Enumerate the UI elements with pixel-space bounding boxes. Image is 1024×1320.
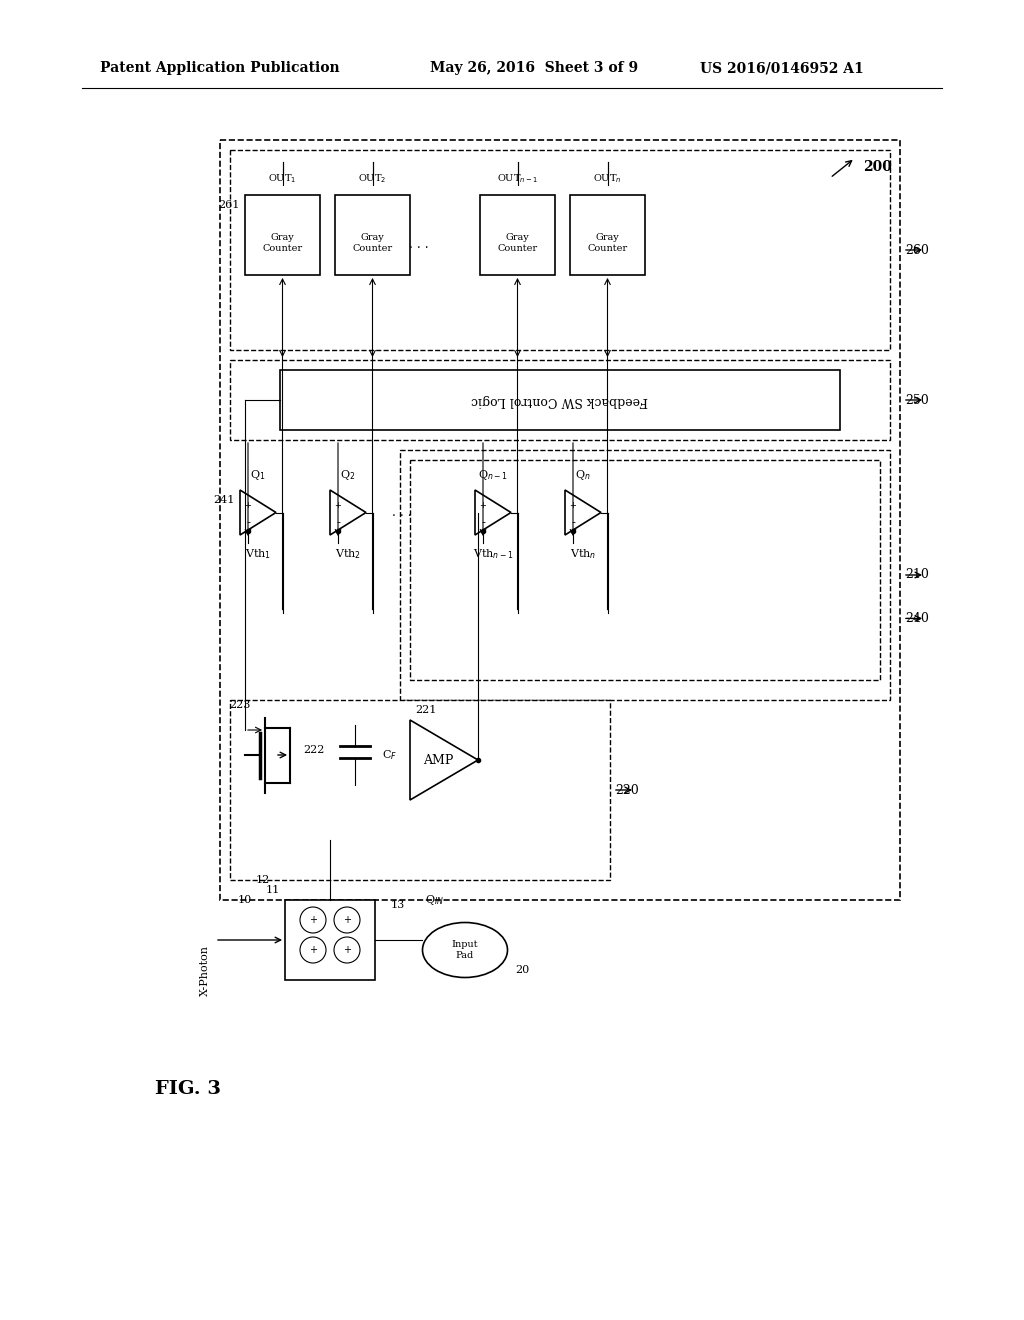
FancyBboxPatch shape: [480, 195, 555, 275]
Text: OUT$_n$: OUT$_n$: [593, 172, 622, 185]
Text: 200: 200: [863, 160, 892, 174]
Text: 10: 10: [238, 895, 252, 906]
Text: -: -: [571, 517, 575, 528]
Text: Gray
Counter: Gray Counter: [262, 234, 302, 252]
Text: Patent Application Publication: Patent Application Publication: [100, 61, 340, 75]
Text: Vth$_2$: Vth$_2$: [335, 546, 361, 561]
Text: Input
Pad: Input Pad: [452, 940, 478, 960]
Text: +: +: [343, 945, 351, 954]
FancyBboxPatch shape: [230, 150, 890, 350]
Text: 260: 260: [905, 243, 929, 256]
Text: Feedback SW Control Logic: Feedback SW Control Logic: [471, 393, 648, 407]
Text: 250: 250: [905, 393, 929, 407]
Text: Q$_2$: Q$_2$: [340, 469, 355, 482]
Text: Vth$_1$: Vth$_1$: [245, 546, 271, 561]
Text: 20: 20: [515, 965, 529, 975]
Text: 13: 13: [391, 900, 406, 909]
Text: C$_F$: C$_F$: [382, 748, 397, 762]
Text: Q$_n$: Q$_n$: [575, 469, 591, 482]
FancyBboxPatch shape: [400, 450, 890, 700]
Text: 210: 210: [905, 569, 929, 582]
FancyBboxPatch shape: [230, 700, 610, 880]
Text: -: -: [336, 517, 340, 528]
Text: -: -: [481, 517, 485, 528]
Text: OUT$_1$: OUT$_1$: [268, 172, 297, 185]
Text: Gray
Counter: Gray Counter: [498, 234, 538, 252]
Text: +: +: [245, 502, 252, 511]
FancyBboxPatch shape: [285, 900, 375, 979]
Text: May 26, 2016  Sheet 3 of 9: May 26, 2016 Sheet 3 of 9: [430, 61, 638, 75]
Text: 220: 220: [615, 784, 639, 796]
Text: 241: 241: [214, 495, 234, 506]
Text: Gray
Counter: Gray Counter: [352, 234, 392, 252]
Text: 12: 12: [256, 875, 270, 884]
Text: 261: 261: [219, 201, 240, 210]
Text: +: +: [309, 945, 317, 954]
Text: 223: 223: [229, 700, 251, 710]
FancyBboxPatch shape: [245, 195, 319, 275]
FancyBboxPatch shape: [410, 459, 880, 680]
Text: FIG. 3: FIG. 3: [155, 1080, 221, 1098]
Text: Vth$_{n-1}$: Vth$_{n-1}$: [473, 546, 513, 561]
Text: AMP: AMP: [423, 754, 454, 767]
Text: 11: 11: [266, 884, 280, 895]
Text: Q$_{n-1}$: Q$_{n-1}$: [478, 469, 508, 482]
Text: . . .: . . .: [409, 239, 428, 252]
Text: Q$_{IN}$: Q$_{IN}$: [425, 894, 444, 907]
FancyBboxPatch shape: [220, 140, 900, 900]
Text: Gray
Counter: Gray Counter: [588, 234, 628, 252]
FancyBboxPatch shape: [335, 195, 410, 275]
Text: Q$_1$: Q$_1$: [250, 469, 266, 482]
Text: 240: 240: [905, 612, 929, 624]
Text: 222: 222: [304, 744, 325, 755]
Text: X-Photon: X-Photon: [200, 945, 210, 997]
Text: OUT$_2$: OUT$_2$: [358, 172, 387, 185]
Text: +: +: [569, 502, 577, 511]
Text: +: +: [343, 915, 351, 925]
Text: . . .: . . .: [392, 506, 412, 519]
Text: +: +: [479, 502, 486, 511]
Text: US 2016/0146952 A1: US 2016/0146952 A1: [700, 61, 864, 75]
FancyBboxPatch shape: [280, 370, 840, 430]
Text: +: +: [335, 502, 341, 511]
FancyBboxPatch shape: [230, 360, 890, 440]
Text: -: -: [246, 517, 250, 528]
Text: OUT$_{n-1}$: OUT$_{n-1}$: [497, 172, 538, 185]
Text: 221: 221: [415, 705, 436, 715]
Text: +: +: [309, 915, 317, 925]
Text: Vth$_n$: Vth$_n$: [570, 546, 596, 561]
FancyBboxPatch shape: [570, 195, 645, 275]
